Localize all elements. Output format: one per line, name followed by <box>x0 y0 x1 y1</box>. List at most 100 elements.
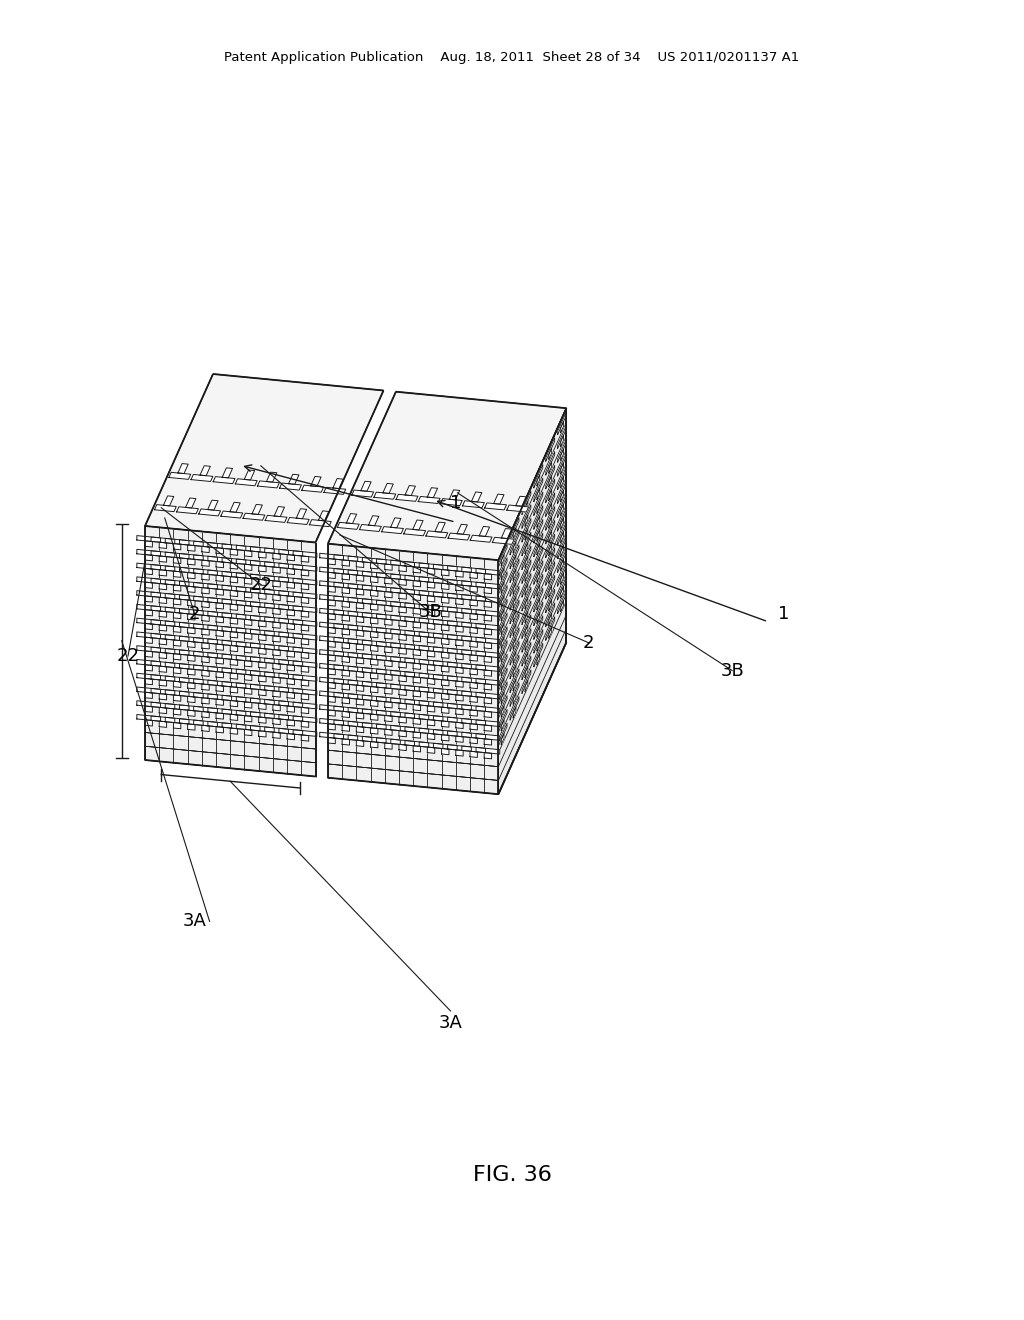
Polygon shape <box>328 586 335 593</box>
Polygon shape <box>185 498 196 508</box>
Polygon shape <box>456 667 463 673</box>
Polygon shape <box>216 713 223 719</box>
Polygon shape <box>419 590 443 597</box>
Polygon shape <box>441 611 449 616</box>
Polygon shape <box>334 595 357 603</box>
Polygon shape <box>499 408 566 795</box>
Polygon shape <box>499 709 507 733</box>
Polygon shape <box>152 647 175 653</box>
Polygon shape <box>362 626 386 634</box>
Polygon shape <box>546 562 555 585</box>
Polygon shape <box>399 661 407 668</box>
Polygon shape <box>259 593 266 599</box>
Polygon shape <box>435 523 445 532</box>
Polygon shape <box>145 733 315 763</box>
Polygon shape <box>208 570 231 577</box>
Polygon shape <box>245 606 252 611</box>
Polygon shape <box>230 686 238 693</box>
Polygon shape <box>462 636 485 643</box>
Polygon shape <box>216 657 223 664</box>
Polygon shape <box>208 556 231 562</box>
Text: 1: 1 <box>450 494 462 512</box>
Polygon shape <box>334 582 357 589</box>
Polygon shape <box>510 628 519 651</box>
Polygon shape <box>137 618 161 624</box>
Polygon shape <box>419 742 443 748</box>
Polygon shape <box>476 595 500 603</box>
Polygon shape <box>522 643 530 665</box>
Polygon shape <box>194 610 217 616</box>
Polygon shape <box>356 576 364 581</box>
Polygon shape <box>525 529 527 540</box>
Polygon shape <box>251 546 274 553</box>
Polygon shape <box>476 638 500 644</box>
Polygon shape <box>208 694 231 701</box>
Polygon shape <box>179 553 203 560</box>
Polygon shape <box>328 392 566 560</box>
Polygon shape <box>293 593 316 599</box>
Polygon shape <box>427 747 435 754</box>
Polygon shape <box>413 636 421 642</box>
Polygon shape <box>391 630 415 636</box>
Polygon shape <box>510 642 519 665</box>
Polygon shape <box>287 638 295 643</box>
Polygon shape <box>447 744 471 751</box>
Polygon shape <box>403 529 426 536</box>
Polygon shape <box>187 558 195 565</box>
Polygon shape <box>145 541 153 546</box>
Polygon shape <box>501 706 504 717</box>
Polygon shape <box>359 524 381 532</box>
Polygon shape <box>301 624 308 631</box>
Polygon shape <box>251 643 274 649</box>
Polygon shape <box>259 661 266 668</box>
Polygon shape <box>406 700 429 706</box>
Polygon shape <box>356 726 364 733</box>
Polygon shape <box>456 681 463 688</box>
Polygon shape <box>391 726 415 733</box>
Polygon shape <box>476 719 500 726</box>
Polygon shape <box>328 709 499 739</box>
Polygon shape <box>561 517 563 529</box>
Polygon shape <box>216 630 223 636</box>
Polygon shape <box>522 628 530 652</box>
Polygon shape <box>561 477 563 487</box>
Polygon shape <box>534 465 543 488</box>
Polygon shape <box>179 649 203 656</box>
Polygon shape <box>470 751 477 758</box>
Polygon shape <box>152 578 175 585</box>
Polygon shape <box>293 661 316 668</box>
Text: 22: 22 <box>117 647 139 665</box>
Polygon shape <box>342 574 349 579</box>
Polygon shape <box>549 475 552 487</box>
Polygon shape <box>456 722 463 729</box>
Polygon shape <box>173 653 181 660</box>
Polygon shape <box>501 678 504 689</box>
Polygon shape <box>470 614 477 620</box>
Polygon shape <box>537 585 540 595</box>
Polygon shape <box>546 548 555 572</box>
Polygon shape <box>362 722 386 730</box>
Polygon shape <box>348 667 372 673</box>
Polygon shape <box>561 532 563 543</box>
Polygon shape <box>145 554 153 561</box>
Polygon shape <box>385 606 392 611</box>
Text: 22: 22 <box>250 576 272 594</box>
Polygon shape <box>319 609 343 615</box>
Polygon shape <box>510 697 519 719</box>
Polygon shape <box>216 700 223 705</box>
Polygon shape <box>513 541 516 553</box>
Polygon shape <box>558 562 566 586</box>
Polygon shape <box>202 643 209 649</box>
Polygon shape <box>399 620 407 627</box>
Polygon shape <box>293 702 316 709</box>
Polygon shape <box>272 664 281 669</box>
Polygon shape <box>377 669 400 676</box>
Polygon shape <box>558 466 566 490</box>
Polygon shape <box>348 556 372 562</box>
Polygon shape <box>362 585 386 591</box>
Polygon shape <box>470 710 477 717</box>
Polygon shape <box>179 609 203 615</box>
Polygon shape <box>501 554 504 565</box>
Polygon shape <box>476 706 500 713</box>
Polygon shape <box>456 694 463 701</box>
